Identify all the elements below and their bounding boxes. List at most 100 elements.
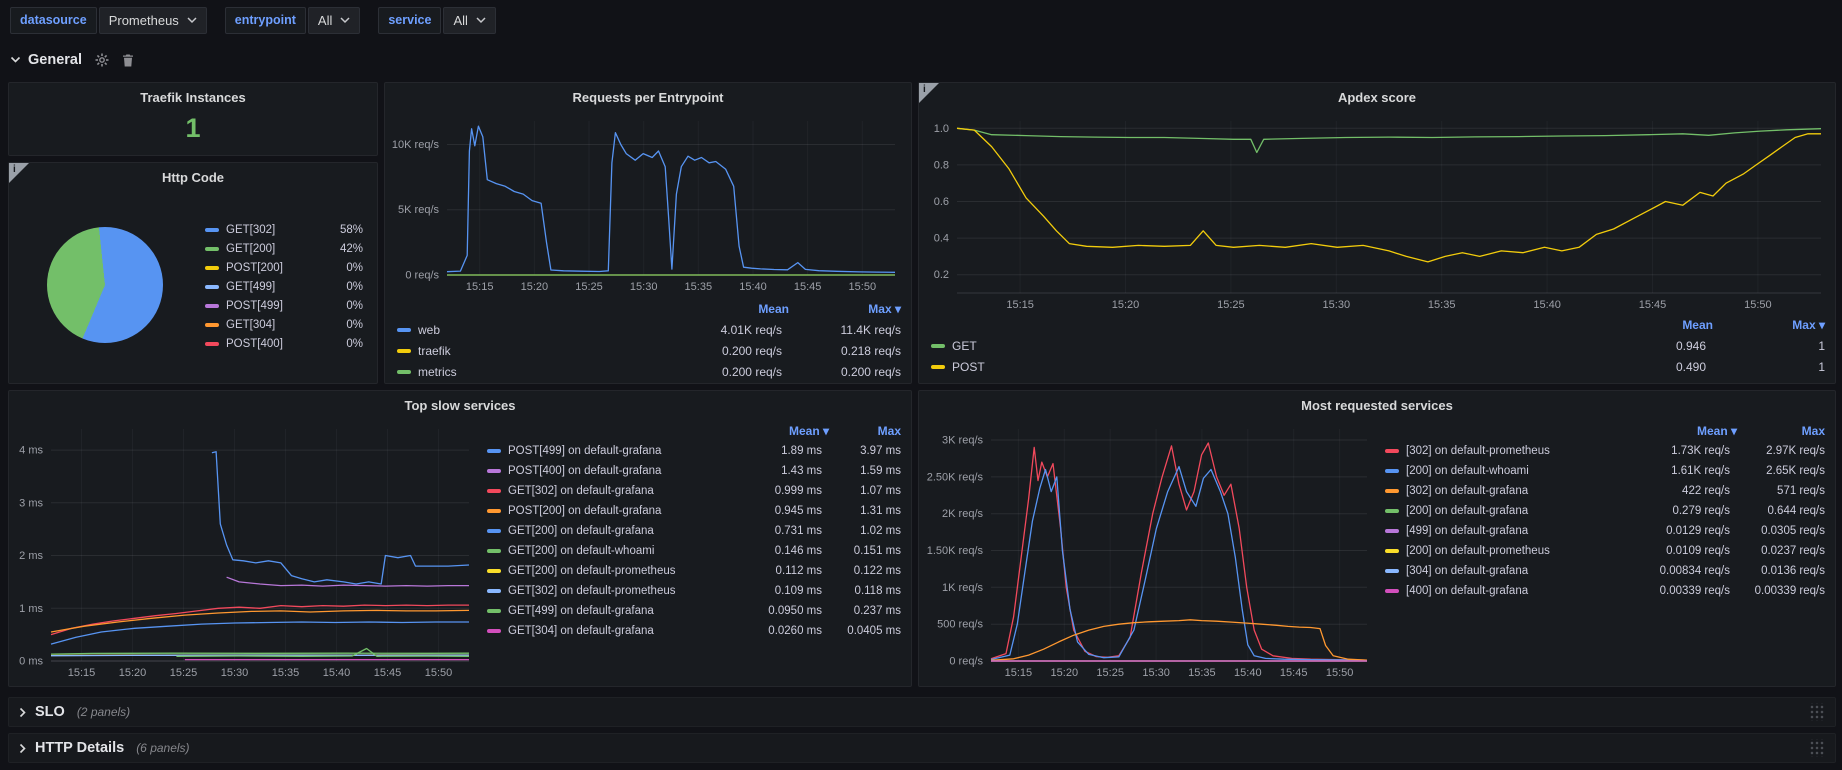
legend-item[interactable]: POST 0.490 1 — [931, 356, 1825, 377]
variable-value-service-dropdown[interactable]: All — [443, 6, 496, 34]
legend-item[interactable]: GET[499] on default-grafana 0.0950 ms 0.23… — [487, 601, 901, 621]
legend-item[interactable]: [200] on default-prometheus 0.0109 req/s 0… — [1385, 541, 1825, 561]
variable-value-datasource-dropdown[interactable]: Prometheus — [98, 6, 207, 34]
apdex-chart[interactable]: 15:15 15:20 15:25 15:30 15:35 15:40 15:45 15:50… — [923, 111, 1829, 313]
gear-icon[interactable] — [95, 53, 109, 67]
legend-item[interactable]: GET[200] on default-grafana 0.731 ms 1.02 … — [487, 521, 901, 541]
panel-title-requests[interactable]: Requests per Entrypoint — [572, 89, 724, 105]
series-color-swatch — [1385, 569, 1399, 573]
legend-item[interactable]: GET[499] 0% — [205, 277, 363, 296]
legend-series-name: web — [418, 322, 441, 337]
most-requested-legend: [302] on default-prometheus 1.73K req/s 2.… — [1385, 441, 1825, 601]
legend-sort-mean[interactable]: Mean — [758, 302, 789, 316]
legend-sort-max[interactable]: Max — [1801, 424, 1825, 438]
panel-title-http-code[interactable]: Http Code — [161, 169, 225, 185]
variable-value-text: All — [317, 12, 333, 28]
variable-value-text: Prometheus — [108, 12, 179, 28]
legend-item[interactable]: [200] on default-grafana 0.279 req/s 0.644… — [1385, 501, 1825, 521]
legend-item[interactable]: GET[200] 42% — [205, 239, 363, 258]
legend-item[interactable]: [499] on default-grafana 0.0129 req/s 0.03… — [1385, 521, 1825, 541]
legend-item[interactable]: [304] on default-grafana 0.00834 req/s 0.0… — [1385, 561, 1825, 581]
svg-text:15:35: 15:35 — [272, 667, 300, 679]
svg-text:15:15: 15:15 — [466, 281, 494, 293]
legend-series-mean: 0.731 ms — [774, 525, 822, 537]
legend-item[interactable]: traefik 0.200 req/s 0.218 req/s — [397, 340, 901, 361]
legend-header: Mean Max ▾ — [931, 315, 1825, 335]
legend-item[interactable]: POST[400] on default-grafana 1.43 ms 1.59 … — [487, 461, 901, 481]
legend-series-name: [302] on default-grafana — [1406, 485, 1529, 497]
legend-sort-max[interactable]: Max ▾ — [868, 302, 901, 316]
legend-sort-max[interactable]: Max ▾ — [1792, 318, 1825, 332]
legend-series-max: 0.0136 req/s — [1761, 565, 1825, 577]
chart-canvas: 15:15 15:20 15:25 15:30 15:35 15:40 15:45 15:50… — [927, 429, 1368, 679]
legend-sort-mean[interactable]: Mean ▾ — [788, 424, 829, 438]
row-header-general[interactable]: General — [10, 46, 134, 74]
requests-legend: web 4.01K req/s 11.4K req/s traefik 0.200 re… — [397, 319, 901, 382]
legend-sort-max[interactable]: Max — [877, 424, 901, 438]
panel-title-traefik-instances[interactable]: Traefik Instances — [140, 89, 246, 105]
series-color-swatch — [397, 369, 411, 374]
series-color-swatch — [1385, 449, 1399, 453]
legend-sort-mean[interactable]: Mean — [1682, 318, 1713, 332]
series-color-swatch — [487, 489, 501, 493]
legend-series-mean: 422 req/s — [1682, 485, 1730, 497]
most-requested-chart[interactable]: 15:15 15:20 15:25 15:30 15:35 15:40 15:45 15:50… — [923, 419, 1375, 681]
legend-item[interactable]: GET[302] on default-grafana 0.999 ms 1.07 … — [487, 481, 901, 501]
legend-item[interactable]: POST[499] on default-grafana 1.89 ms 3.97 … — [487, 441, 901, 461]
http-code-pie-chart[interactable] — [47, 227, 163, 343]
legend-item[interactable]: GET[304] 0% — [205, 315, 363, 334]
requests-chart[interactable]: 15:15 15:20 15:25 15:30 15:35 15:40 15:45 15:50… — [389, 111, 903, 295]
info-corner-icon[interactable] — [9, 163, 29, 183]
legend-sort-mean[interactable]: Mean ▾ — [1696, 424, 1737, 438]
legend-item[interactable]: POST[200] on default-grafana 0.945 ms 1.31… — [487, 501, 901, 521]
row-header-http-details[interactable]: HTTP Details (6 panels) — [8, 733, 1836, 763]
legend-item[interactable]: GET 0.946 1 — [931, 335, 1825, 356]
legend-item[interactable]: POST[400] 0% — [205, 334, 363, 353]
svg-text:0 req/s: 0 req/s — [405, 270, 439, 282]
top-slow-chart[interactable]: 15:15 15:20 15:25 15:30 15:35 15:40 15:45 15:50… — [13, 419, 477, 681]
panel-title-apdex[interactable]: Apdex score — [1337, 89, 1417, 105]
panel-most-requested-services: Most requested services 15:15 15:20 15:25 1… — [918, 390, 1836, 687]
svg-text:15:45: 15:45 — [1639, 299, 1667, 311]
legend-series-mean: 0.200 req/s — [721, 343, 782, 358]
legend-series-mean: 0.490 — [1675, 359, 1706, 374]
svg-text:1.50K req/s: 1.50K req/s — [927, 545, 984, 557]
legend-series-max: 0.151 ms — [853, 545, 901, 557]
legend-header: Mean ▾ Max — [1385, 421, 1825, 441]
series-color-swatch — [205, 246, 219, 251]
legend-series-mean: 0.200 req/s — [721, 364, 782, 379]
legend-item[interactable]: GET[302] 58% — [205, 220, 363, 239]
legend-item[interactable]: POST[499] 0% — [205, 296, 363, 315]
legend-item[interactable]: GET[200] on default-prometheus 0.112 ms 0.… — [487, 561, 901, 581]
panel-title-most-requested[interactable]: Most requested services — [1301, 397, 1453, 413]
legend-item[interactable]: [302] on default-grafana 422 req/s 571 req… — [1385, 481, 1825, 501]
info-corner-icon[interactable] — [919, 83, 939, 103]
drag-handle[interactable] — [1809, 739, 1825, 757]
legend-item[interactable]: GET[200] on default-whoami 0.146 ms 0.151 … — [487, 541, 901, 561]
chevron-down-icon — [10, 56, 21, 64]
legend-item[interactable]: metrics 0.200 req/s 0.200 req/s — [397, 361, 901, 382]
legend-item[interactable]: web 4.01K req/s 11.4K req/s — [397, 319, 901, 340]
chart-canvas: 15:15 15:20 15:25 15:30 15:35 15:40 15:45 15:50… — [934, 121, 1822, 311]
legend-series-max: 11.4K req/s — [840, 322, 901, 337]
legend-series-name: POST[200] on default-grafana — [508, 505, 662, 517]
legend-item[interactable]: [200] on default-whoami 1.61K req/s 2.65K … — [1385, 461, 1825, 481]
panel-title-top-slow[interactable]: Top slow services — [404, 397, 516, 413]
legend-item[interactable]: GET[302] on default-prometheus 0.109 ms 0.… — [487, 581, 901, 601]
variable-value-entrypoint-dropdown[interactable]: All — [307, 6, 361, 34]
legend-series-mean: 1.89 ms — [781, 445, 822, 457]
legend-item[interactable]: [302] on default-prometheus 1.73K req/s 2.… — [1385, 441, 1825, 461]
legend-series-percent: 0% — [346, 261, 363, 274]
svg-text:15:20: 15:20 — [1112, 299, 1140, 311]
svg-text:2K req/s: 2K req/s — [942, 508, 983, 520]
drag-handle[interactable] — [1809, 703, 1825, 721]
series-color-swatch — [1385, 549, 1399, 553]
series-color-swatch — [1385, 529, 1399, 533]
series-color-swatch — [487, 629, 501, 633]
row-title: SLO — [35, 704, 65, 720]
legend-item[interactable]: GET[304] on default-grafana 0.0260 ms 0.04… — [487, 621, 901, 641]
legend-item[interactable]: [400] on default-grafana 0.00339 req/s 0.0… — [1385, 581, 1825, 601]
legend-item[interactable]: POST[200] 0% — [205, 258, 363, 277]
row-header-slo[interactable]: SLO (2 panels) — [8, 697, 1836, 727]
trash-icon[interactable] — [122, 54, 134, 67]
